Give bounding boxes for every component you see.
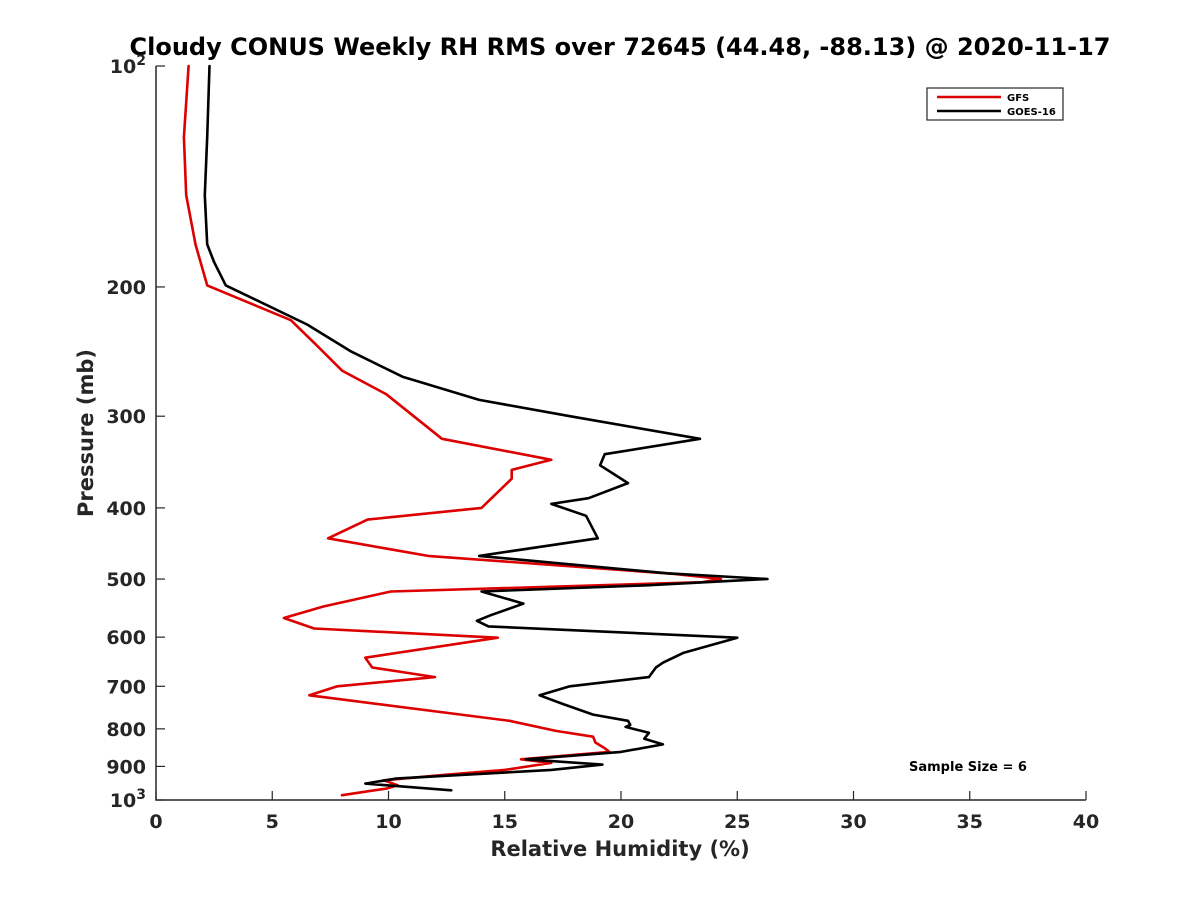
x-axis-label: Relative Humidity (%) bbox=[490, 837, 749, 861]
legend-label: GOES-16 bbox=[1007, 107, 1056, 118]
x-tick-label: 15 bbox=[492, 811, 518, 833]
sample-size-annotation: Sample Size = 6 bbox=[909, 760, 1027, 775]
series-line-gfs bbox=[182, 64, 723, 797]
y-tick-label: 102 bbox=[110, 53, 146, 78]
legend-box bbox=[926, 87, 1064, 121]
y-tick-label: 900 bbox=[106, 756, 146, 778]
x-tick-label: 40 bbox=[1073, 811, 1099, 833]
y-tick-label: 400 bbox=[106, 498, 146, 520]
y-tick-label: 500 bbox=[106, 569, 146, 591]
x-axis-ticks: 0 5 10 15 20 25 30 35 40 bbox=[149, 791, 1099, 833]
x-tick-label: 0 bbox=[149, 811, 162, 833]
x-tick-label: 35 bbox=[957, 811, 983, 833]
y-tick-label: 700 bbox=[106, 676, 146, 698]
y-tick-exponent: 3 bbox=[136, 787, 146, 803]
y-tick-exponent: 2 bbox=[136, 53, 146, 69]
x-tick-label: 10 bbox=[375, 811, 401, 833]
legend-label: GFS bbox=[1007, 93, 1029, 104]
y-tick-label: 800 bbox=[106, 719, 146, 741]
x-tick-label: 25 bbox=[724, 811, 750, 833]
axis-frame bbox=[155, 66, 1086, 801]
series-layer bbox=[182, 64, 769, 797]
y-axis-label: Pressure (mb) bbox=[74, 349, 98, 517]
y-tick-label: 600 bbox=[106, 627, 146, 649]
x-tick-label: 30 bbox=[840, 811, 866, 833]
y-tick-label: 103 bbox=[110, 787, 146, 812]
plot-area bbox=[155, 66, 1086, 801]
chart-title: Cloudy CONUS Weekly RH RMS over 72645 (4… bbox=[130, 33, 1111, 61]
y-axis-ticks: 102 200 300 400 500 600 700 800 900 103 bbox=[106, 53, 165, 812]
x-tick-label: 20 bbox=[608, 811, 634, 833]
legend: GFS GOES-16 bbox=[926, 87, 1064, 121]
y-tick-label: 200 bbox=[106, 277, 146, 299]
series-line-goes-16 bbox=[203, 64, 769, 792]
y-tick-label: 300 bbox=[106, 406, 146, 428]
x-tick-label: 5 bbox=[266, 811, 279, 833]
